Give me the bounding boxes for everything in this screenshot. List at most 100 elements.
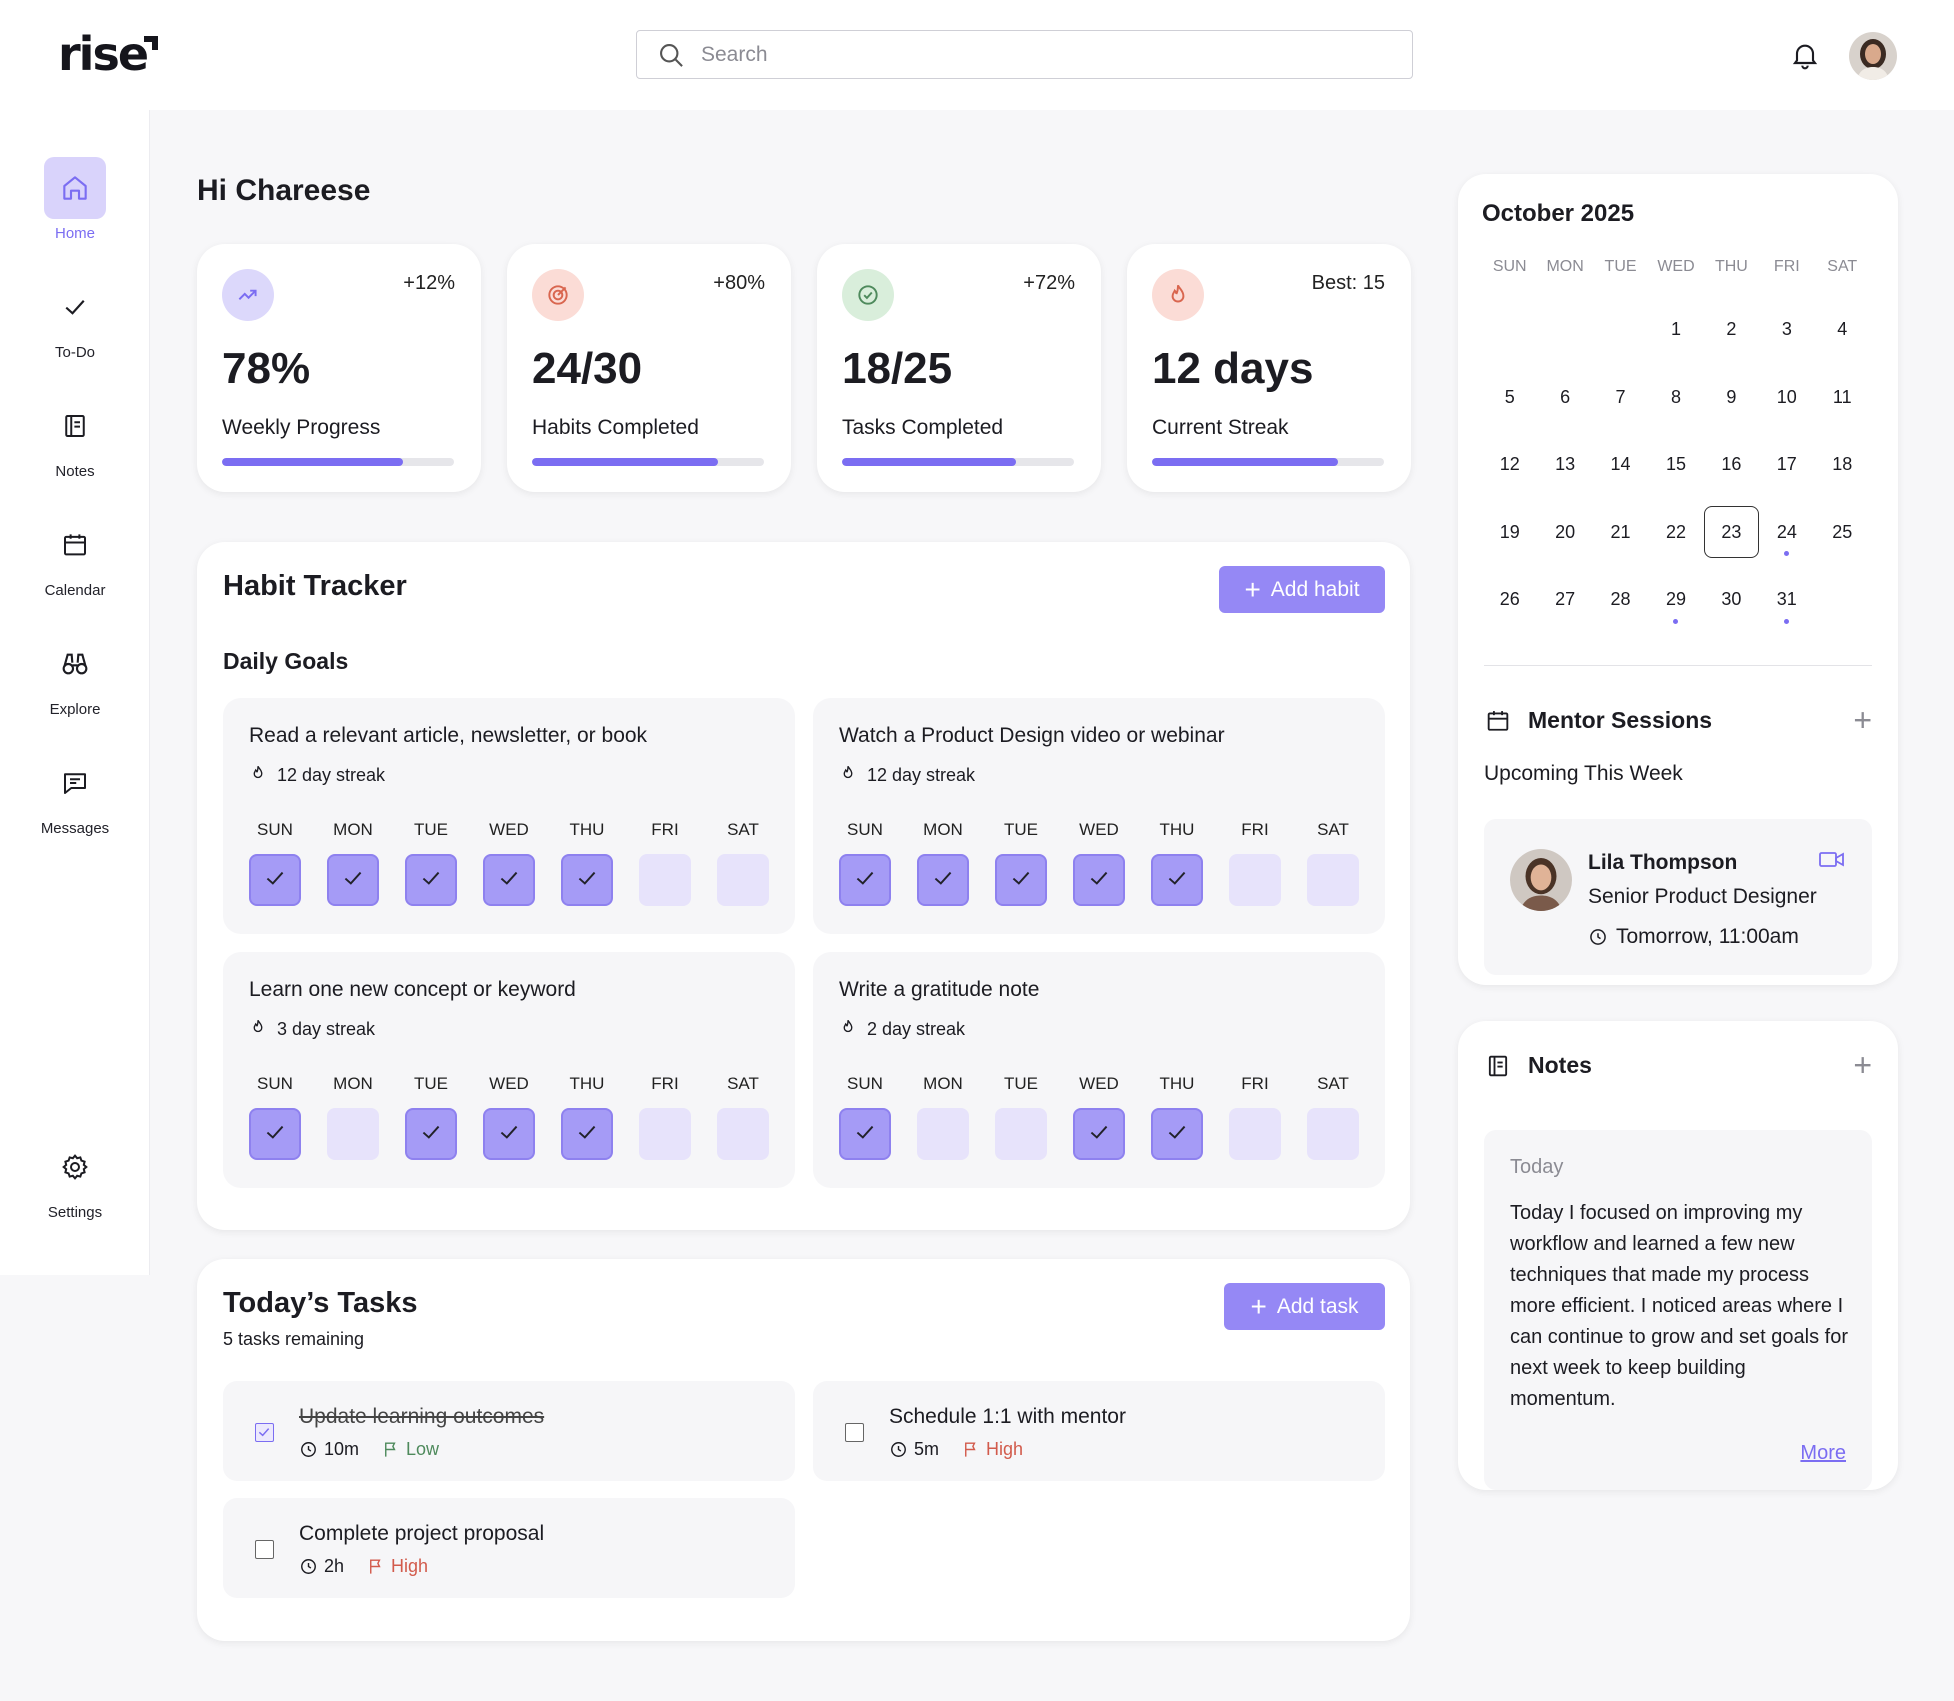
- top-bar: rise: [0, 0, 1954, 110]
- habit-day-checkbox[interactable]: [639, 1108, 691, 1160]
- mentor-session-card[interactable]: Lila Thompson Senior Product Designer To…: [1484, 819, 1872, 975]
- calendar-day[interactable]: 30: [1704, 574, 1759, 626]
- task-checkbox[interactable]: [255, 1540, 274, 1559]
- calendar-day[interactable]: 28: [1593, 574, 1648, 626]
- calendar-day[interactable]: 27: [1537, 574, 1592, 626]
- calendar-day[interactable]: 25: [1815, 506, 1870, 558]
- calendar-day[interactable]: 17: [1759, 439, 1814, 491]
- stat-delta: +72%: [1023, 272, 1075, 294]
- nav-item-messages[interactable]: Messages: [0, 752, 150, 837]
- calendar-day[interactable]: 6: [1537, 371, 1592, 423]
- nav-item-notes[interactable]: Notes: [0, 395, 150, 480]
- mentor-session-time: Tomorrow, 11:00am: [1588, 925, 1799, 949]
- calendar-day[interactable]: 14: [1593, 439, 1648, 491]
- video-icon[interactable]: [1818, 849, 1846, 871]
- habit-day: MON: [327, 820, 379, 906]
- calendar-day[interactable]: 16: [1704, 439, 1759, 491]
- check-icon: [496, 1119, 522, 1150]
- habit-day-checkbox[interactable]: [1151, 1108, 1203, 1160]
- habit-day-checkbox[interactable]: [327, 1108, 379, 1160]
- habit-day-checkbox[interactable]: [995, 854, 1047, 906]
- nav-item-settings[interactable]: Settings: [0, 1136, 150, 1221]
- stat-delta: Best: 15: [1311, 272, 1385, 294]
- habit-day-checkbox[interactable]: [483, 854, 535, 906]
- task-item[interactable]: Complete project proposal 2h High: [223, 1498, 795, 1598]
- calendar-day[interactable]: 31: [1759, 574, 1814, 626]
- calendar-day[interactable]: 7: [1593, 371, 1648, 423]
- note-more-link[interactable]: More: [1800, 1442, 1846, 1464]
- calendar-day[interactable]: 21: [1593, 506, 1648, 558]
- habit-day-checkbox[interactable]: [561, 1108, 613, 1160]
- task-checkbox[interactable]: [255, 1423, 274, 1442]
- calendar-day[interactable]: 10: [1759, 371, 1814, 423]
- habit-day: MON: [917, 1074, 969, 1160]
- habit-day-checkbox[interactable]: [717, 1108, 769, 1160]
- calendar-day[interactable]: 23: [1703, 506, 1760, 559]
- habit-day-checkbox[interactable]: [483, 1108, 535, 1160]
- calendar-day[interactable]: 13: [1537, 439, 1592, 491]
- add-task-button[interactable]: + Add task: [1224, 1283, 1385, 1330]
- habit-day-checkbox[interactable]: [327, 854, 379, 906]
- calendar-day[interactable]: 2: [1704, 304, 1759, 356]
- task-item[interactable]: Update learning outcomes 10m Low: [223, 1381, 795, 1481]
- user-avatar[interactable]: [1849, 32, 1897, 80]
- habit-day-checkbox[interactable]: [561, 854, 613, 906]
- calendar-day[interactable]: 5: [1482, 371, 1537, 423]
- calendar-day[interactable]: 29: [1648, 574, 1703, 626]
- habit-day-checkbox[interactable]: [1307, 854, 1359, 906]
- task-duration: 2h: [324, 1556, 345, 1576]
- habit-day-checkbox[interactable]: [1073, 854, 1125, 906]
- calendar-day[interactable]: 9: [1704, 371, 1759, 423]
- nav-item-home[interactable]: Home: [0, 157, 150, 242]
- habit-day-checkbox[interactable]: [717, 854, 769, 906]
- habit-day-checkbox[interactable]: [917, 854, 969, 906]
- habit-day-checkbox[interactable]: [839, 854, 891, 906]
- nav-item-todo[interactable]: To-Do: [0, 276, 150, 361]
- nav-item-explore[interactable]: Explore: [0, 633, 150, 718]
- greeting: Hi Chareese: [197, 174, 371, 207]
- habit-day-checkbox[interactable]: [1229, 1108, 1281, 1160]
- bell-icon[interactable]: [1789, 38, 1821, 72]
- habit-day-checkbox[interactable]: [839, 1108, 891, 1160]
- calendar-week: 1 2 3 4: [1482, 296, 1870, 364]
- check-icon: [574, 1119, 600, 1150]
- habit-day-checkbox[interactable]: [249, 854, 301, 906]
- search-input[interactable]: [701, 42, 1301, 67]
- habit-day-checkbox[interactable]: [405, 1108, 457, 1160]
- habit-day-checkbox[interactable]: [1151, 854, 1203, 906]
- calendar-day[interactable]: 1: [1648, 304, 1703, 356]
- add-mentor-session-button[interactable]: +: [1853, 702, 1872, 738]
- calendar-day[interactable]: 20: [1537, 506, 1592, 558]
- calendar-day[interactable]: 11: [1815, 371, 1870, 423]
- calendar-day[interactable]: 19: [1482, 506, 1537, 558]
- habit-day-checkbox[interactable]: [249, 1108, 301, 1160]
- rise-logo[interactable]: rise: [58, 26, 168, 82]
- calendar-day[interactable]: 26: [1482, 574, 1537, 626]
- habit-day-checkbox[interactable]: [1073, 1108, 1125, 1160]
- check-icon: [65, 300, 85, 315]
- calendar-day[interactable]: 22: [1648, 506, 1703, 558]
- calendar-day-empty: [1537, 304, 1592, 356]
- habit-day-checkbox[interactable]: [917, 1108, 969, 1160]
- calendar-day[interactable]: 24: [1759, 506, 1814, 558]
- habit-day-checkbox[interactable]: [1307, 1108, 1359, 1160]
- habit-day-checkbox[interactable]: [1229, 854, 1281, 906]
- note-item[interactable]: Today Today I focused on improving my wo…: [1484, 1130, 1872, 1490]
- calendar-day[interactable]: 3: [1759, 304, 1814, 356]
- calendar-day[interactable]: 12: [1482, 439, 1537, 491]
- calendar-day[interactable]: 4: [1815, 304, 1870, 356]
- calendar-day[interactable]: 8: [1648, 371, 1703, 423]
- task-item[interactable]: Schedule 1:1 with mentor 5m High: [813, 1381, 1385, 1481]
- habit-day: TUE: [405, 820, 457, 906]
- add-note-button[interactable]: +: [1853, 1047, 1872, 1083]
- calendar-day[interactable]: 18: [1815, 439, 1870, 491]
- mentor-sessions-title: Mentor Sessions: [1528, 707, 1713, 733]
- habit-day-checkbox[interactable]: [405, 854, 457, 906]
- add-habit-button[interactable]: + Add habit: [1219, 566, 1385, 613]
- calendar-day[interactable]: 15: [1648, 439, 1703, 491]
- nav-item-calendar[interactable]: Calendar: [0, 514, 150, 599]
- task-checkbox[interactable]: [845, 1423, 864, 1442]
- habit-day-checkbox[interactable]: [639, 854, 691, 906]
- habit-day-checkbox[interactable]: [995, 1108, 1047, 1160]
